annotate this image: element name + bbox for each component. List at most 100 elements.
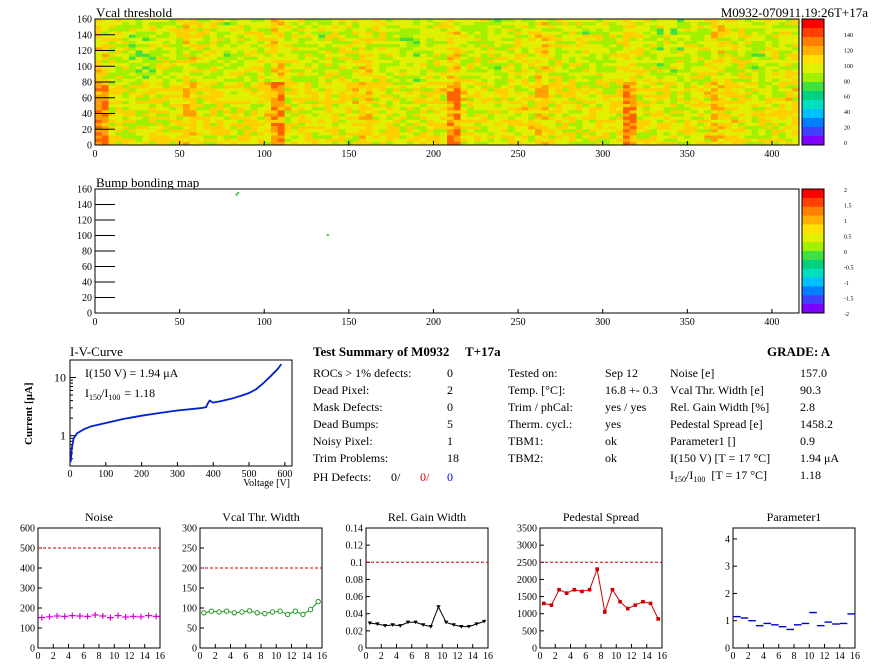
heatmap-cell <box>271 135 279 139</box>
heatmap-cell <box>386 88 394 92</box>
heatmap-cell <box>413 50 421 54</box>
heatmap-cell <box>575 41 583 45</box>
heatmap-cell <box>311 88 319 92</box>
heatmap-cell <box>521 113 529 117</box>
heatmap-cell <box>101 75 109 80</box>
heatmap-cell <box>514 41 522 45</box>
heatmap-cell <box>528 85 536 89</box>
heatmap-cell <box>183 22 191 26</box>
heatmap-cell <box>210 88 218 92</box>
heatmap-cell <box>460 119 468 124</box>
heatmap-cell <box>650 104 658 108</box>
heatmap-cell <box>352 138 360 143</box>
heatmap-cell <box>433 28 441 32</box>
heatmap-cell <box>650 141 658 146</box>
heatmap-cell <box>413 75 421 80</box>
heatmap-cell <box>359 126 367 130</box>
heatmap-cell <box>704 88 712 92</box>
heatmap-cell <box>771 53 779 58</box>
heatmap-cell <box>223 129 231 133</box>
heatmap-cell <box>216 66 224 70</box>
heatmap-cell <box>189 135 197 139</box>
heatmap-cell <box>751 82 759 86</box>
heatmap-cell <box>460 59 468 64</box>
heatmap-cell <box>284 100 292 105</box>
heatmap-cell <box>582 59 590 64</box>
heatmap-cell <box>609 91 617 95</box>
heatmap-cell <box>609 100 617 105</box>
heatmap-cell <box>535 47 543 51</box>
heatmap-cell <box>311 34 319 39</box>
heatmap-cell <box>528 59 536 64</box>
heatmap-cell <box>196 100 204 105</box>
heatmap-cell <box>663 88 671 92</box>
heatmap-cell <box>135 100 143 105</box>
heatmap-cell <box>480 82 488 86</box>
heatmap-cell <box>135 88 143 92</box>
heatmap-cell <box>196 25 204 29</box>
heatmap-cell <box>243 91 251 95</box>
heatmap-cell <box>311 47 319 51</box>
heatmap-cell <box>230 119 238 124</box>
heatmap-cell <box>548 28 556 32</box>
heatmap-cell <box>623 25 631 29</box>
heatmap-cell <box>704 113 712 117</box>
heatmap-cell <box>467 100 475 105</box>
heatmap-cell <box>616 110 624 114</box>
heatmap-cell <box>751 41 759 45</box>
heatmap-cell <box>643 66 651 70</box>
heatmap-cell <box>386 47 394 51</box>
heatmap-cell <box>650 53 658 58</box>
heatmap-cell <box>203 28 211 32</box>
heatmap-cell <box>149 107 157 111</box>
heatmap-cell <box>562 85 570 89</box>
heatmap-cell <box>142 113 150 117</box>
heatmap-cell <box>183 78 191 83</box>
heatmap-cell <box>183 75 191 80</box>
heatmap-cell <box>318 107 326 111</box>
heatmap-cell <box>717 75 725 80</box>
heatmap-cell <box>650 25 658 29</box>
heatmap-cell <box>162 41 170 45</box>
heatmap-cell <box>135 22 143 26</box>
heatmap-cell <box>122 135 130 139</box>
heatmap-cell <box>494 41 502 45</box>
heatmap-cell <box>440 56 448 61</box>
heatmap-cell <box>555 107 563 111</box>
heatmap-cell <box>284 116 292 121</box>
roc-plot-ytick-label: 1500 <box>517 592 537 603</box>
heatmap-cell <box>467 107 475 111</box>
heatmap-cell <box>189 56 197 61</box>
heatmap-cell <box>758 135 766 139</box>
heatmap-cell <box>744 22 752 26</box>
heatmap-cell <box>135 19 143 23</box>
heatmap-cell <box>629 47 637 51</box>
heatmap-cell <box>433 113 441 117</box>
heatmap-cell <box>413 31 421 36</box>
heatmap-cell <box>711 85 719 89</box>
heatmap-cell <box>426 107 434 111</box>
heatmap-cell <box>379 88 387 92</box>
heatmap-cell <box>298 44 306 48</box>
heatmap-cell <box>223 59 231 64</box>
heatmap-cell <box>257 91 265 95</box>
roc-plot-ytick-label: 0 <box>532 644 537 655</box>
heatmap-cell <box>379 107 387 111</box>
heatmap-cell <box>507 104 515 108</box>
heatmap-cell <box>758 53 766 58</box>
heatmap-cell <box>196 75 204 80</box>
heatmap-cell <box>683 66 691 70</box>
heatmap-cell <box>237 113 245 117</box>
heatmap-cell <box>128 85 136 89</box>
heatmap-cell <box>149 122 157 127</box>
heatmap-cell <box>95 56 103 61</box>
heatmap-cell <box>683 122 691 127</box>
palette-tick-label: 1.5 <box>844 204 852 210</box>
heatmap-cell <box>413 19 421 23</box>
heatmap-cell <box>731 31 739 36</box>
heatmap-cell <box>250 78 258 83</box>
heatmap-cell <box>765 44 773 48</box>
bumpmap-ytick-label: 60 <box>82 262 92 273</box>
heatmap-cell <box>149 116 157 121</box>
heatmap-cell <box>386 85 394 89</box>
